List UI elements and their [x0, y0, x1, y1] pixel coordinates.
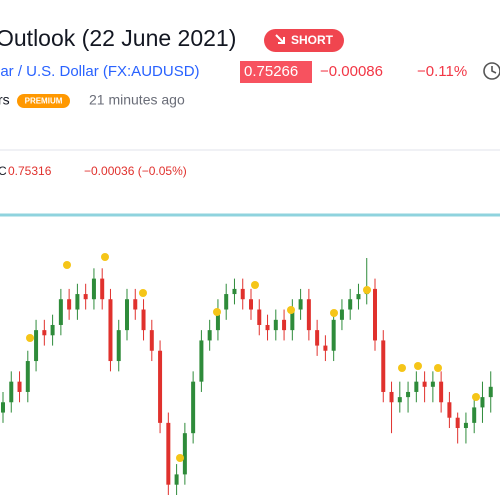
arrow-icon [275, 34, 285, 44]
candle-body [265, 324, 270, 331]
candle-body [455, 417, 460, 429]
candle-body [298, 299, 303, 310]
candle-body [249, 299, 253, 310]
candle-body [356, 294, 361, 300]
publish-time: 21 minutes ago [89, 92, 185, 108]
legend-change: −0.00036 (−0.05%) [84, 164, 187, 178]
candle-body [290, 309, 295, 331]
marker[interactable] [251, 281, 259, 289]
marker[interactable] [176, 454, 184, 462]
marker[interactable] [434, 364, 442, 372]
candle-body [463, 422, 468, 429]
candle-body [149, 330, 154, 351]
candle-body [141, 309, 146, 331]
premium-badge [17, 94, 70, 108]
price: 0.75266 [244, 63, 298, 80]
candles [1, 258, 493, 495]
candle-body [232, 288, 237, 295]
marker[interactable] [363, 286, 371, 294]
candle-body [91, 278, 96, 300]
candle-body [116, 330, 121, 362]
candle-body [25, 361, 30, 392]
candle-body [397, 397, 402, 403]
candle-body [472, 407, 477, 423]
candle-body [315, 330, 320, 346]
candle-body [447, 402, 452, 418]
candle-body [83, 294, 88, 300]
candle-body [50, 324, 55, 336]
price-box [240, 61, 312, 83]
candle-body [339, 309, 344, 320]
candle-body [67, 299, 72, 310]
short-badge[interactable]: SHORT [264, 29, 344, 52]
candle-body [422, 381, 427, 387]
candle-body [480, 397, 485, 408]
candle-body [100, 278, 105, 300]
candle-body [158, 350, 163, 423]
author[interactable]: rs [0, 92, 10, 108]
candle-body [215, 309, 220, 331]
candle-body [414, 381, 419, 392]
price-change-pct: −0.11% [417, 63, 467, 80]
candle-body [439, 381, 444, 403]
marker[interactable] [398, 364, 406, 372]
candle-body [331, 319, 336, 351]
marker[interactable] [139, 289, 147, 297]
candle-body [75, 294, 80, 310]
candle-body [17, 381, 22, 392]
candle-body [348, 299, 353, 310]
candle-body [108, 299, 113, 362]
marker[interactable] [26, 334, 34, 342]
candle-body [373, 288, 377, 341]
candle-body [257, 309, 262, 325]
clock-circle [483, 62, 500, 80]
marker[interactable] [213, 308, 221, 316]
candle-body [34, 330, 39, 362]
candle-body [306, 299, 311, 331]
premium-text: PREMIUM [25, 97, 63, 106]
marker[interactable] [330, 309, 338, 317]
candle-body [323, 345, 328, 351]
marker[interactable] [414, 362, 422, 370]
candle-body [273, 319, 278, 331]
candle-body [58, 299, 63, 325]
marker[interactable] [63, 261, 71, 269]
clock-icon[interactable] [483, 62, 500, 80]
idea-markers [26, 253, 480, 462]
marker[interactable] [472, 393, 480, 401]
candle-body [430, 381, 435, 387]
badge-text: SHORT [291, 33, 334, 47]
candle-body [282, 319, 287, 331]
candle-body [9, 381, 14, 403]
badge-bg [264, 29, 344, 52]
candle-body [166, 422, 171, 485]
candle-body [191, 381, 196, 434]
candle-body [488, 386, 493, 398]
candle-body [389, 391, 394, 403]
candle-body [381, 340, 386, 392]
candle-body [1, 402, 5, 413]
candle-body [240, 288, 245, 300]
marker[interactable] [287, 306, 295, 314]
candle-body [42, 330, 47, 336]
legend-label: C [0, 164, 7, 178]
candle-body [125, 299, 129, 331]
candle-body [133, 299, 138, 310]
candle-body [199, 340, 204, 382]
candle-body [174, 474, 179, 485]
candle-body [224, 294, 229, 310]
legend-close: 0.75316 [8, 164, 52, 178]
idea-title: Outlook (22 June 2021) [0, 25, 236, 51]
candle-body [182, 433, 187, 475]
clock-hands [491, 66, 497, 74]
price-change: −0.00086 [320, 63, 383, 80]
candle-body [207, 330, 212, 341]
candle-body [406, 391, 411, 398]
marker[interactable] [101, 253, 109, 261]
symbol-link[interactable]: lar / U.S. Dollar (FX:AUDUSD) [0, 63, 200, 80]
